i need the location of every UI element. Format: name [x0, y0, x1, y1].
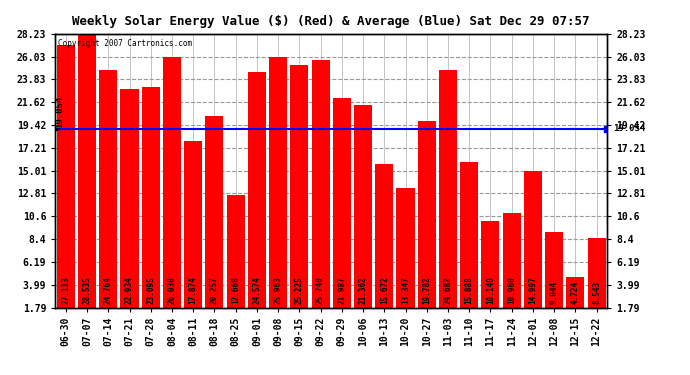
Text: Weekly Solar Energy Value ($) (Red) & Average (Blue) Sat Dec 29 07:57: Weekly Solar Energy Value ($) (Red) & Av… [72, 15, 590, 28]
Text: 25.963: 25.963 [274, 277, 283, 304]
Text: 25.740: 25.740 [316, 277, 325, 304]
Text: 19.782: 19.782 [422, 277, 431, 304]
Text: 21.987: 21.987 [337, 277, 346, 304]
Bar [184, 141, 202, 308]
Bar [397, 188, 415, 308]
Text: 10.960: 10.960 [507, 277, 516, 304]
Text: 23.095: 23.095 [146, 277, 155, 304]
Bar [460, 162, 478, 308]
Text: 27.113: 27.113 [61, 277, 70, 304]
Text: 20.257: 20.257 [210, 277, 219, 304]
Text: 12.668: 12.668 [231, 277, 240, 304]
Text: 24.574: 24.574 [253, 277, 262, 304]
Text: 13.347: 13.347 [401, 277, 410, 304]
Bar [163, 57, 181, 308]
Bar [141, 87, 160, 308]
Text: 10.140: 10.140 [486, 277, 495, 304]
Bar [354, 105, 372, 308]
Bar [545, 232, 563, 308]
Text: 15.672: 15.672 [380, 277, 388, 304]
Bar [417, 121, 436, 308]
Text: 21.362: 21.362 [359, 277, 368, 304]
Bar [333, 98, 351, 308]
Text: 15.888: 15.888 [464, 277, 474, 304]
Bar [375, 164, 393, 308]
Bar [121, 88, 139, 308]
Bar [226, 195, 245, 308]
Bar [524, 171, 542, 308]
Bar [290, 65, 308, 308]
Text: 9.044: 9.044 [550, 281, 559, 304]
Text: 26.030: 26.030 [168, 277, 177, 304]
Text: 8.543: 8.543 [592, 281, 601, 304]
Bar [566, 277, 584, 308]
Bar [269, 57, 287, 308]
Text: 28.535: 28.535 [83, 277, 92, 304]
Bar [502, 213, 521, 308]
Text: 24.764: 24.764 [104, 277, 112, 304]
Text: 4.724: 4.724 [571, 281, 580, 304]
Bar [57, 45, 75, 308]
Text: 22.934: 22.934 [125, 277, 134, 304]
Text: 19.054: 19.054 [613, 124, 645, 133]
Bar [99, 70, 117, 308]
Bar [248, 72, 266, 308]
Bar [78, 31, 96, 308]
Bar [206, 116, 224, 308]
Bar [588, 238, 606, 308]
Text: 14.997: 14.997 [529, 277, 538, 304]
Text: 17.874: 17.874 [188, 277, 198, 304]
Text: 25.225: 25.225 [295, 277, 304, 304]
Text: 19.054: 19.054 [56, 96, 65, 128]
Bar [482, 221, 500, 308]
Text: Copyright 2007 Cartronics.com: Copyright 2007 Cartronics.com [58, 39, 192, 48]
Bar [312, 60, 330, 308]
Bar [439, 70, 457, 308]
Text: 24.682: 24.682 [444, 277, 453, 304]
